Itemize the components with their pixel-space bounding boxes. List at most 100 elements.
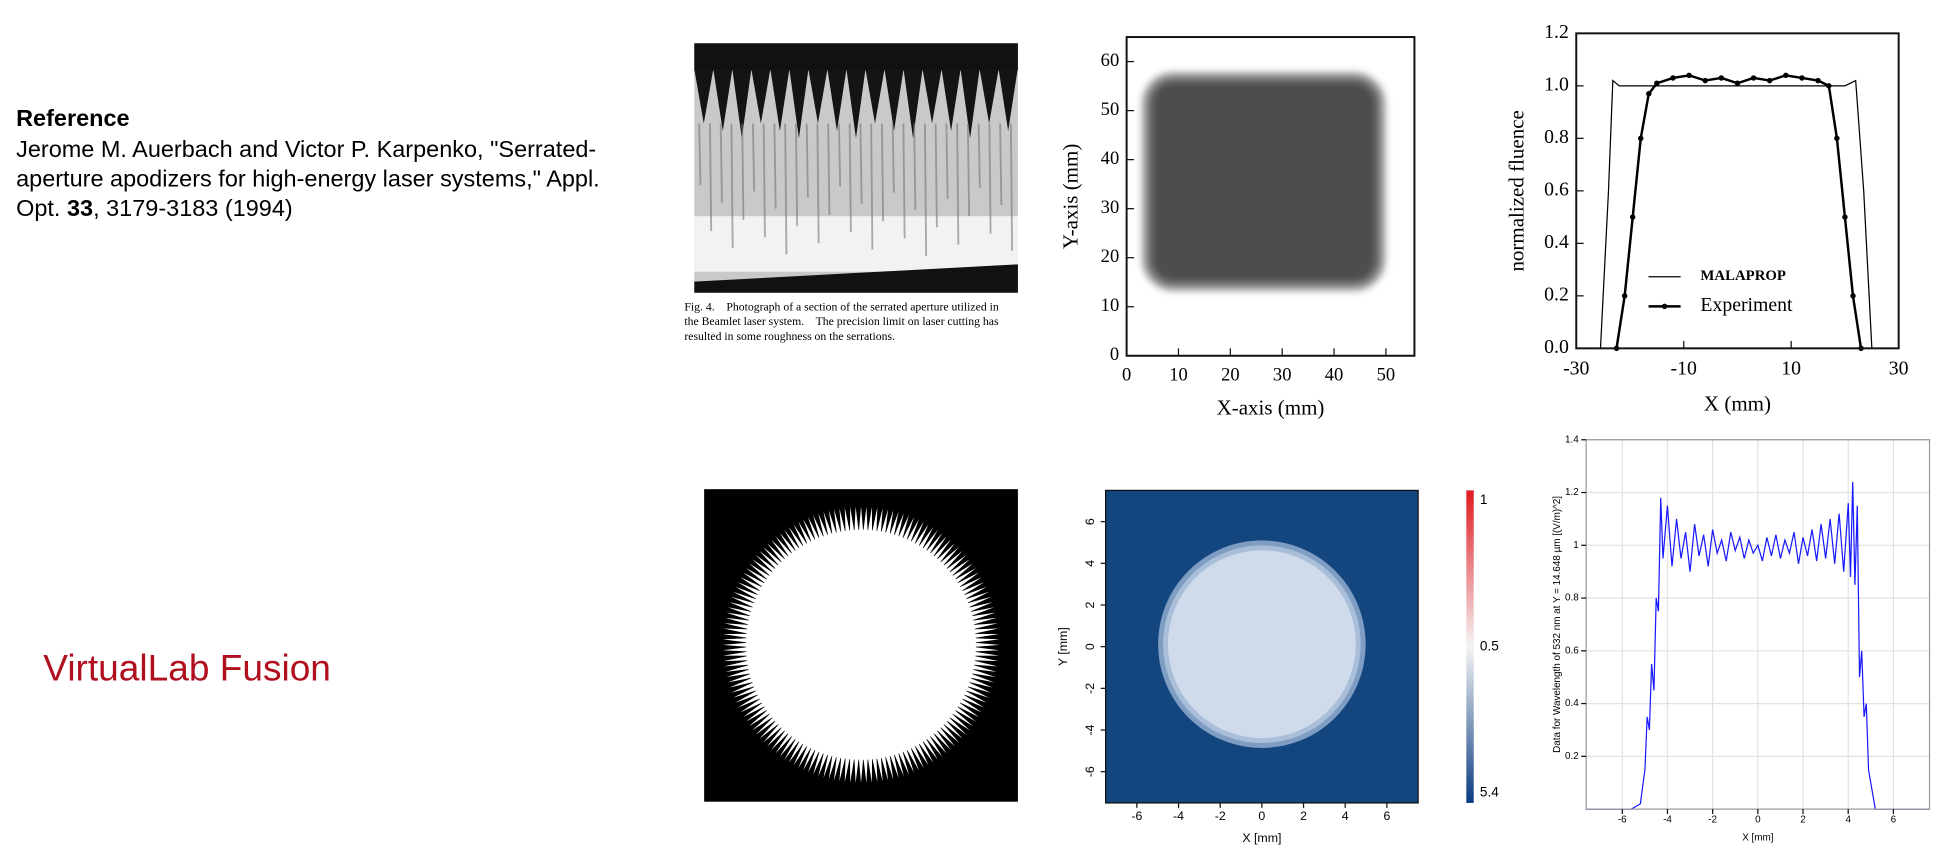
y-tick-label: 0.8: [1565, 593, 1579, 604]
series-marker: [1799, 75, 1805, 81]
series-marker: [1629, 214, 1636, 220]
y-tick-label: 0.8: [1544, 126, 1569, 148]
photo-streak: [934, 123, 938, 228]
series-marker: [1815, 77, 1821, 84]
y-tick-label: -4: [1083, 724, 1097, 735]
reference-heading: Reference: [16, 105, 130, 131]
photo-streak: [837, 123, 842, 187]
photo-streak: [913, 123, 917, 211]
legend-label: MALAPROP: [1700, 268, 1786, 284]
photo-streak: [902, 123, 906, 239]
x-tick-label: -2: [1708, 815, 1717, 826]
x-tick-label: 2: [1800, 815, 1805, 826]
y-tick-label: 0.6: [1544, 178, 1569, 200]
x-tick-label: -10: [1671, 358, 1697, 380]
beam-image: [1142, 72, 1385, 291]
x-tick-label: 0: [1258, 809, 1265, 823]
series-marker: [1686, 72, 1692, 79]
y-axis-label: Y-axis (mm): [1059, 144, 1083, 250]
x-tick-label: -4: [1173, 809, 1184, 823]
photo-streak: [923, 123, 928, 256]
x-axis-label: X (mm): [1704, 391, 1771, 415]
series-marker: [1646, 91, 1652, 97]
photo-streak: [795, 123, 799, 227]
photo-caption: the Beamlet laser system. The precision …: [684, 315, 999, 328]
series-marker: [1654, 80, 1660, 86]
x-tick-label: -2: [1215, 809, 1226, 823]
series-line: [1576, 79, 1899, 349]
y-tick-label: -2: [1083, 683, 1097, 694]
photo-streak: [752, 123, 756, 192]
y-tick-label: 0.2: [1544, 283, 1569, 305]
photo-streak: [988, 123, 992, 234]
reference-text: Opt.: [16, 195, 67, 221]
photo-streak: [945, 123, 949, 199]
legend-label: Experiment: [1700, 294, 1793, 316]
y-axis-label: Y [mm]: [1056, 627, 1070, 666]
series-marker: [1850, 293, 1856, 299]
photo-streak: [999, 123, 1003, 206]
y-axis-label: Data for Wavelength of 532 nm at Y = 14.…: [1552, 496, 1563, 753]
photo-light: [694, 216, 1018, 272]
y-tick-label: 40: [1101, 148, 1120, 169]
x-axis-label: X-axis (mm): [1217, 395, 1325, 419]
reference-line: Jerome M. Auerbach and Victor P. Karpenk…: [16, 136, 596, 162]
photo-streak: [880, 123, 885, 222]
x-tick-label: 30: [1889, 358, 1909, 380]
y-tick-label: -6: [1083, 766, 1097, 777]
x-tick-label: 4: [1845, 815, 1851, 826]
y-tick-label: 0: [1110, 344, 1119, 365]
photo-streak: [891, 123, 895, 193]
y-tick-label: 20: [1101, 246, 1120, 267]
serrated-aperture: [704, 489, 1018, 802]
y-tick-label: 0.2: [1565, 751, 1579, 762]
photo-bottom: [694, 264, 1018, 293]
chart: -6 -4 -2 0 2 4 6 0.2 0.4 0.6 0.8 1 1.2 1.4 X [mm] Data …: [1552, 434, 1931, 843]
series-marker: [1783, 72, 1789, 79]
x-tick-label: 50: [1377, 364, 1396, 385]
reference-text: , 3179-3183 (1994): [93, 195, 293, 221]
photo-streak: [816, 123, 820, 244]
series-marker: [1718, 75, 1725, 81]
photo-streak: [784, 123, 788, 255]
x-tick-label: 2: [1300, 809, 1307, 823]
photo-caption: Fig. 4. Photograph of a section of the s…: [684, 300, 999, 313]
series-marker: [1638, 135, 1644, 142]
y-tick-label: 50: [1101, 99, 1120, 120]
series-marker: [1842, 214, 1848, 220]
series-marker: [1834, 135, 1840, 142]
photo-streak: [977, 123, 981, 188]
y-tick-label: 1.2: [1565, 487, 1579, 498]
x-axis-label: X [mm]: [1242, 831, 1281, 845]
y-tick-label: 0: [1083, 643, 1097, 650]
photo-streak: [1009, 123, 1014, 251]
y-tick-label: 1.2: [1544, 21, 1569, 43]
colorbar-label: 1: [1480, 492, 1488, 507]
y-axis-label: normalized fluence: [1505, 110, 1529, 271]
colorbar: [1466, 490, 1474, 803]
photo-streak: [719, 123, 723, 203]
photo-streak: [966, 123, 971, 217]
x-tick-label: 0: [1122, 364, 1131, 385]
photo-streak: [741, 123, 745, 220]
reference-volume: 33: [67, 195, 93, 221]
photo-streak: [859, 123, 863, 204]
series-marker: [1734, 80, 1741, 86]
series-line: [1586, 481, 1930, 810]
photo-streak: [870, 123, 874, 250]
photo-streak: [773, 123, 777, 209]
x-tick-label: 40: [1325, 364, 1344, 385]
photo-streak: [827, 123, 831, 215]
photo-streak: [956, 123, 960, 245]
plot-frame: [1125, 36, 1416, 357]
x-tick-label: 20: [1221, 364, 1240, 385]
x-tick-label: 30: [1273, 364, 1292, 385]
x-tick-label: -6: [1618, 815, 1627, 826]
y-tick-label: 0.4: [1544, 231, 1569, 253]
x-tick-label: 0: [1755, 815, 1761, 826]
colorbar-label: 5.4: [1480, 785, 1499, 800]
series-marker: [1766, 77, 1773, 84]
y-tick-label: 10: [1101, 295, 1120, 316]
